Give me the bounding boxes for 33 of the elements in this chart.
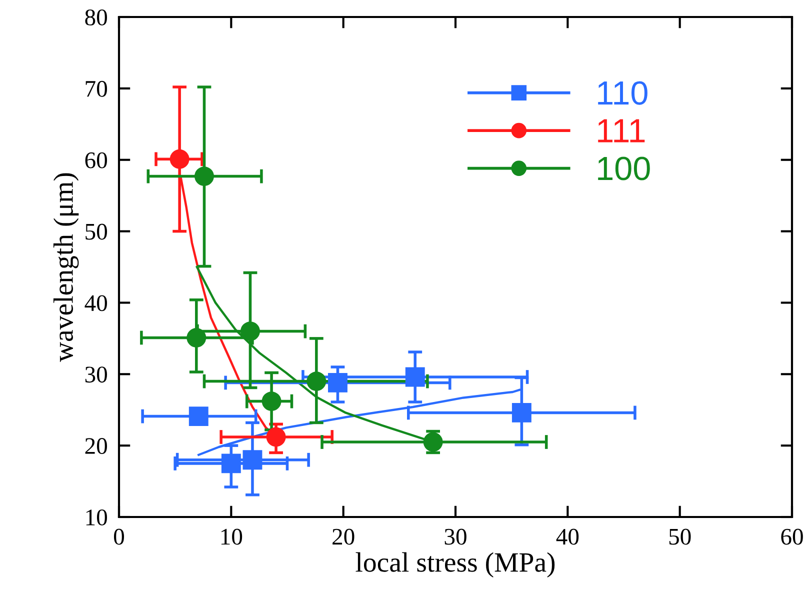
legend-label: 100	[598, 156, 650, 180]
point	[170, 149, 190, 169]
point	[328, 372, 348, 392]
point	[262, 392, 282, 412]
x-tick-label: 60	[781, 528, 803, 545]
legend-label: 111	[598, 119, 645, 142]
point	[188, 406, 208, 426]
x-tick-label: 0	[114, 528, 124, 545]
point	[405, 367, 425, 387]
point	[186, 328, 206, 348]
legend-label: 110	[598, 81, 648, 105]
x-tick-label: 50	[669, 528, 691, 545]
y-tick-label: 70	[86, 80, 107, 97]
point	[221, 454, 241, 474]
y-tick-label: 20	[85, 438, 107, 454]
x-tick-label: 10	[221, 528, 242, 545]
point	[266, 427, 286, 447]
point	[512, 402, 532, 422]
y-tick-label: 80	[85, 9, 107, 26]
x-axis-title: local stress (MPa)	[356, 552, 555, 578]
x-tick-label: 20	[332, 528, 354, 545]
point	[194, 166, 214, 186]
point	[242, 450, 262, 470]
y-tick-label: 50	[86, 224, 107, 240]
x-tick-label: 30	[444, 528, 466, 545]
point	[240, 322, 260, 342]
y-axis-title: wavelength (μm)	[53, 173, 79, 362]
x-tick-label: 40	[556, 528, 579, 545]
y-tick-label: 10	[86, 509, 107, 526]
point	[306, 372, 326, 392]
y-tick-label: 40	[84, 295, 107, 312]
y-tick-label: 30	[85, 366, 107, 383]
y-tick-label: 60	[85, 152, 107, 168]
